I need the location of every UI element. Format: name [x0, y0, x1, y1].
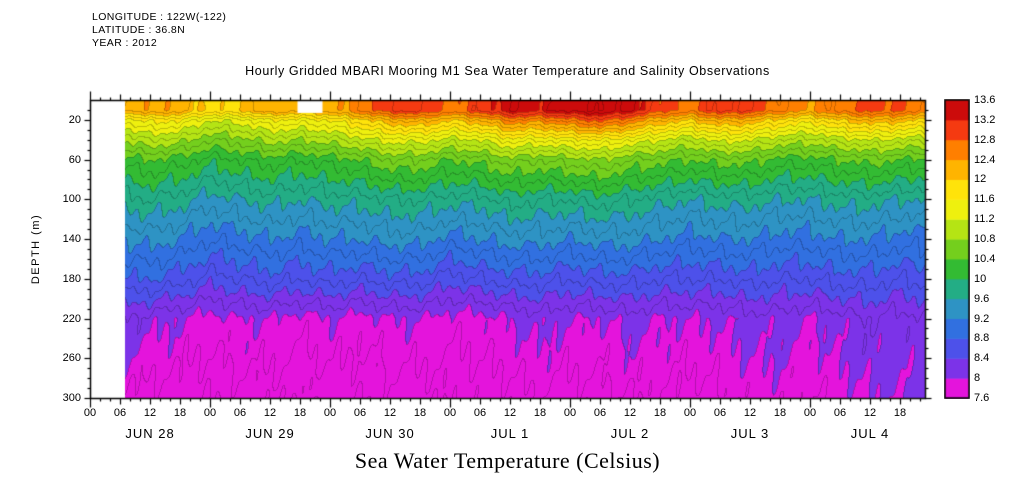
x-date-label: JUL 3	[730, 426, 770, 441]
x-date-label: JUN 29	[245, 426, 295, 441]
x-tick-label: 12	[263, 407, 277, 419]
x-tick-label: 06	[833, 407, 847, 419]
colorbar-tick-label: 10	[974, 272, 987, 285]
colorbar-tick-label: 12	[974, 173, 987, 186]
x-tick-label: 00	[323, 407, 337, 419]
x-tick-label: 18	[533, 407, 547, 419]
x-tick-label: 18	[893, 407, 907, 419]
x-tick-label: 12	[863, 407, 877, 419]
x-tick-label: 18	[773, 407, 787, 419]
colorbar-tick-label: 8	[974, 372, 981, 385]
colorbar-tick-label: 11.6	[974, 193, 995, 206]
x-tick-label: 00	[803, 407, 817, 419]
x-tick-label: 00	[443, 407, 457, 419]
x-tick-label: 18	[293, 407, 307, 419]
x-tick-label: 12	[503, 407, 517, 419]
x-tick-label: 12	[143, 407, 157, 419]
colorbar-tick-label: 8.8	[974, 332, 990, 345]
x-date-label: JUN 30	[365, 426, 415, 441]
colorbar-tick-label: 12.8	[974, 133, 996, 146]
x-tick-label: 12	[383, 407, 397, 419]
x-tick-label: 00	[683, 407, 697, 419]
x-tick-label: 12	[623, 407, 637, 419]
x-date-label: JUL 4	[850, 426, 890, 441]
x-tick-label: 00	[563, 407, 577, 419]
y-tick-label: 260	[62, 352, 81, 365]
x-tick-label: 06	[473, 407, 487, 419]
y-tick-label: 140	[62, 233, 81, 246]
y-tick-label: 60	[68, 153, 81, 166]
colorbar-canvas	[944, 99, 970, 399]
x-tick-label: 06	[353, 407, 367, 419]
colorbar-tick-label: 13.6	[974, 94, 996, 106]
x-axis-title: Sea Water Temperature (Celsius)	[354, 448, 661, 473]
x-tick-label: 06	[713, 407, 727, 419]
colorbar-tick-label: 8.4	[974, 352, 990, 365]
y-tick-label: 20	[68, 113, 81, 126]
colorbar-tick-label: 12.4	[974, 153, 996, 166]
x-date-label: JUL 2	[610, 426, 650, 441]
x-tick-label: 06	[113, 407, 127, 419]
x-tick-label: 18	[653, 407, 667, 419]
x-tick-label: 12	[743, 407, 757, 419]
x-tick-label: 18	[413, 407, 427, 419]
y-tick-label: 180	[62, 272, 81, 285]
x-date-label: JUL 1	[490, 426, 530, 441]
colorbar-tick-label: 11.2	[974, 213, 995, 226]
x-tick-label: 06	[233, 407, 247, 419]
colorbar-tick-label: 9.6	[974, 292, 990, 305]
x-tick-label: 00	[203, 407, 217, 419]
y-tick-label: 220	[62, 312, 81, 325]
colorbar-tick-label: 9.2	[974, 312, 990, 325]
y-tick-label: 300	[62, 392, 81, 404]
x-date-label: JUN 28	[125, 426, 175, 441]
colorbar-tick-label: 7.6	[974, 392, 990, 404]
y-tick-label: 100	[62, 193, 81, 206]
x-tick-label: 00	[83, 407, 97, 419]
colorbar-tick-label: 10.8	[974, 233, 996, 246]
x-tick-label: 06	[593, 407, 607, 419]
x-tick-label: 18	[173, 407, 187, 419]
colorbar-tick-label: 13.2	[974, 113, 996, 126]
colorbar-tick-label: 10.4	[974, 252, 996, 265]
